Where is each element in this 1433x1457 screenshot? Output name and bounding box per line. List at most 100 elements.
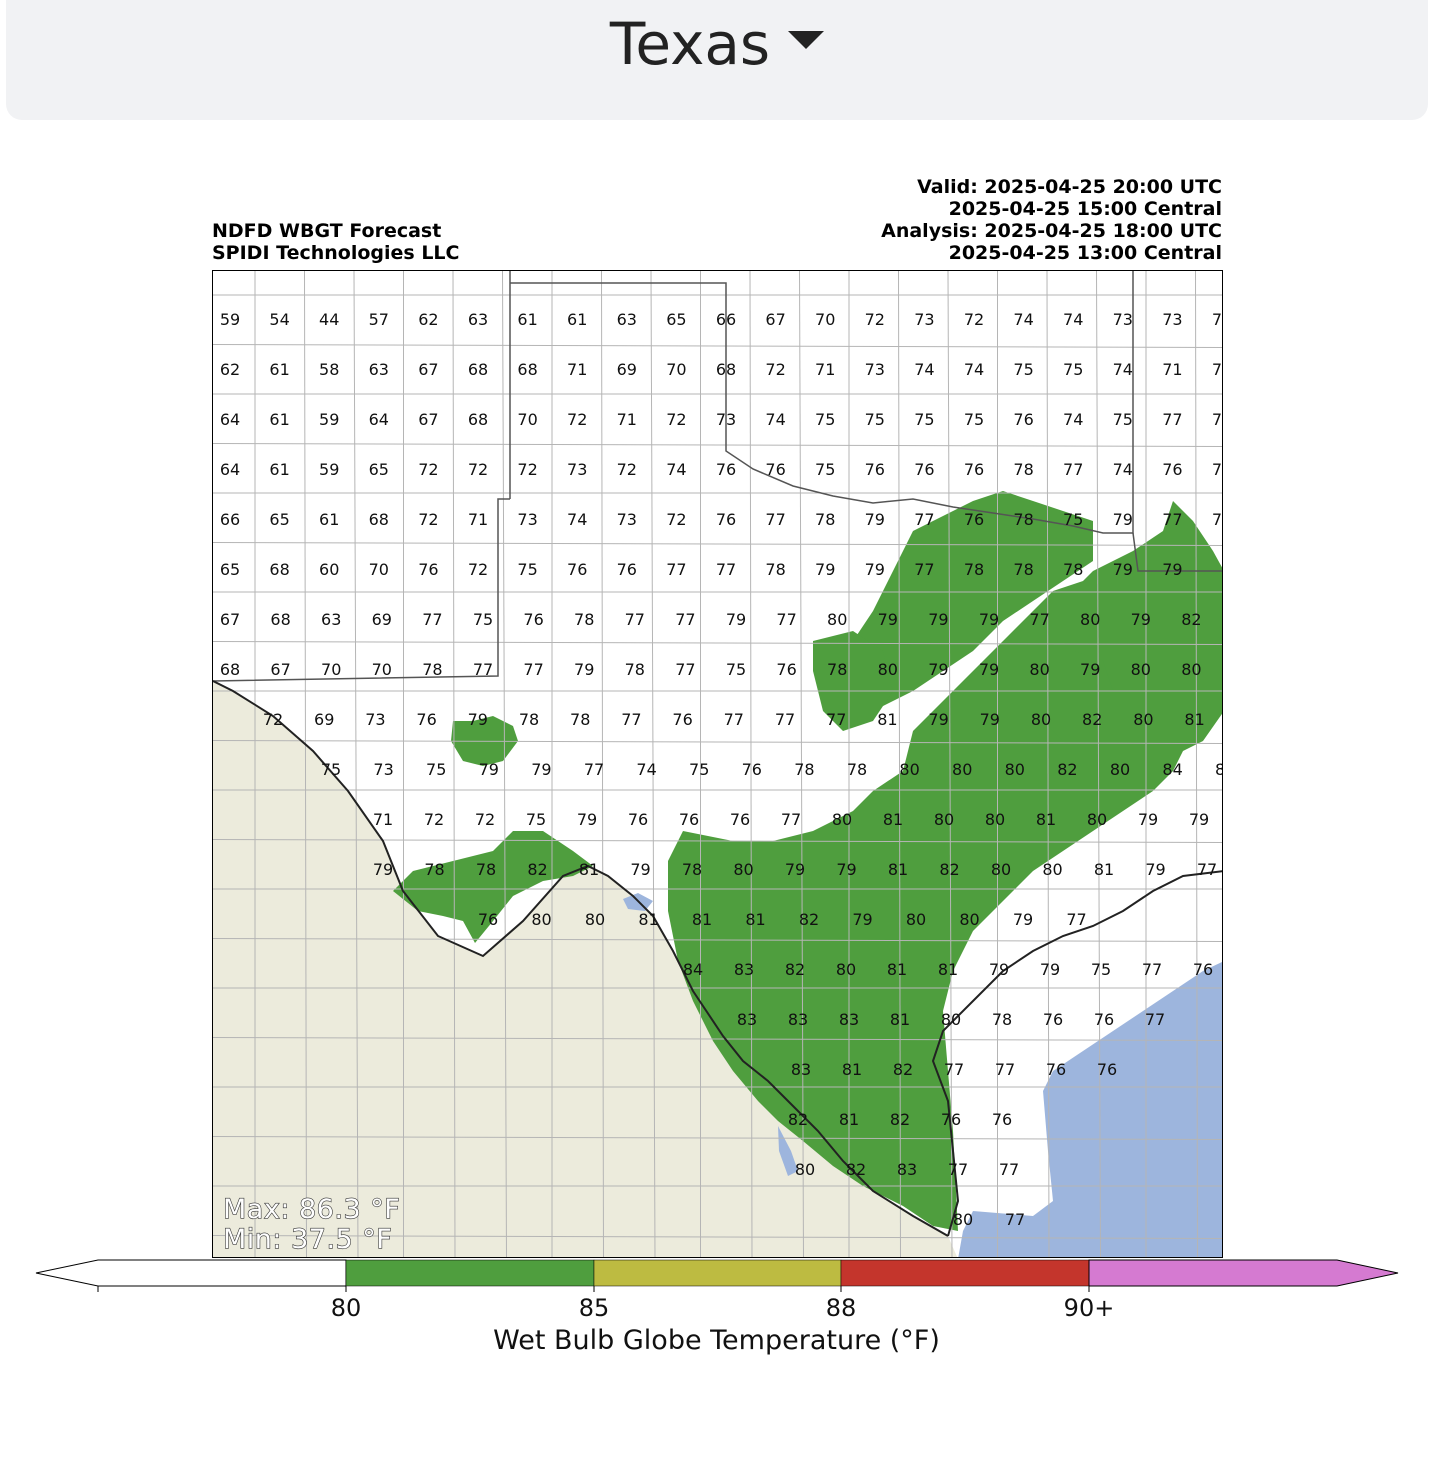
county-value: 80 [991, 860, 1011, 879]
county-value: 76 [730, 810, 750, 829]
county-value: 73 [865, 360, 885, 379]
county-value: 82 [1057, 760, 1077, 779]
county-value: 76 [1013, 410, 1033, 429]
county-value: 81 [842, 1060, 862, 1079]
county-value: 75 [865, 410, 885, 429]
county-value: 78 [827, 660, 847, 679]
county-value: 79 [1138, 810, 1158, 829]
county-value: 77 [1162, 410, 1182, 429]
county-value: 73 [1162, 310, 1182, 329]
county-value: 78 [1063, 560, 1083, 579]
county-value: 77 [523, 660, 543, 679]
county-value: 72 [468, 460, 488, 479]
county-value: 70 [666, 360, 686, 379]
county-value: 79 [785, 860, 805, 879]
county-value: 80 [985, 810, 1005, 829]
county-value: 77 [666, 560, 686, 579]
county-value: 80 [959, 910, 979, 929]
county-value: 82 [788, 1110, 808, 1129]
county-value: 76 [992, 1110, 1012, 1129]
county-value: 75 [914, 410, 934, 429]
county-value: 79 [1212, 410, 1223, 429]
county-value: 81 [839, 1110, 859, 1129]
county-value: 67 [765, 310, 785, 329]
county-value: 79 [574, 660, 594, 679]
county-value: 79 [989, 960, 1009, 979]
county-value: 68 [716, 360, 736, 379]
county-value: 77 [781, 810, 801, 829]
valid-utc: Valid: 2025-04-25 20:00 UTC [917, 176, 1222, 198]
county-value: 75 [473, 610, 493, 629]
county-value: 76 [628, 810, 648, 829]
county-value: 75 [815, 460, 835, 479]
county-grid-line [502, 271, 507, 1257]
county-value: 79 [928, 710, 948, 729]
county-value: 67 [418, 360, 438, 379]
county-value: 70 [321, 660, 341, 679]
county-value: 72 [468, 560, 488, 579]
county-value: 82 [939, 860, 959, 879]
header-bar: Texas [6, 0, 1428, 120]
county-value: 71 [617, 410, 637, 429]
county-value: 76 [941, 1110, 961, 1129]
county-value: 62 [220, 360, 240, 379]
county-value: 78 [847, 760, 867, 779]
county-value: 74 [765, 410, 785, 429]
county-grid-line [213, 938, 1222, 942]
county-value: 73 [373, 760, 393, 779]
county-value: 77 [1005, 1210, 1025, 1229]
county-value: 73 [914, 310, 934, 329]
county-value: 75 [689, 760, 709, 779]
county-value: 69 [372, 610, 392, 629]
county-value: 68 [269, 560, 289, 579]
county-value: 78 [815, 510, 835, 529]
state-dropdown[interactable]: Texas [6, 10, 1428, 78]
county-value: 79 [836, 860, 856, 879]
county-value: 65 [369, 460, 389, 479]
county-value: 78 [964, 560, 984, 579]
county-value-labels: 59 54 44 57 62 63 61 61 63 65 66 67 70 72 73 72 74 74 73 73… [220, 310, 1223, 1229]
county-value: 71 [1162, 360, 1182, 379]
county-grid-line [650, 271, 656, 1257]
county-value: 78 [422, 660, 442, 679]
figure-title-right: Valid: 2025-04-25 20:00 UTC 2025-04-25 1… [881, 176, 1222, 264]
county-value: 82 [799, 910, 819, 929]
county-value: 77 [1212, 510, 1223, 529]
county-value: 58 [319, 360, 339, 379]
county-value: 77 [1145, 1010, 1165, 1029]
county-value: 72 [424, 810, 444, 829]
county-value: 66 [220, 510, 240, 529]
county-value: 80 [1031, 710, 1051, 729]
county-value: 74 [636, 760, 656, 779]
county-value: 54 [269, 310, 289, 329]
county-grid-line [947, 271, 953, 1257]
county-grid-line [1096, 271, 1101, 1257]
county-value: 79 [373, 860, 393, 879]
wbgt-80-shading [393, 491, 1222, 1231]
county-value: 76 [523, 610, 543, 629]
county-value: 80 [1080, 610, 1100, 629]
county-value: 81 [1036, 810, 1056, 829]
county-value: 75 [726, 660, 746, 679]
county-value: 79 [1040, 960, 1060, 979]
county-value: 77 [724, 710, 744, 729]
county-value: 77 [999, 1160, 1019, 1179]
county-value: 73 [1113, 310, 1133, 329]
county-value: 72 [475, 810, 495, 829]
county-value: 79 [1080, 660, 1100, 679]
county-value: 76 [742, 760, 762, 779]
county-value: 79 [979, 660, 999, 679]
county-value: 74 [666, 460, 686, 479]
county-value: 75 [1091, 960, 1111, 979]
county-grid-line [213, 740, 1222, 744]
county-grid-line [213, 641, 1222, 645]
county-value: 77 [422, 610, 442, 629]
county-value: 78 [625, 660, 645, 679]
county-value: 67 [220, 610, 240, 629]
provider-title: SPIDI Technologies LLC [212, 242, 460, 264]
county-value: 73 [617, 510, 637, 529]
product-title: NDFD WBGT Forecast [212, 220, 442, 242]
county-value: 83 [897, 1160, 917, 1179]
county-value: 78 [765, 560, 785, 579]
county-value: 82 [1082, 710, 1102, 729]
